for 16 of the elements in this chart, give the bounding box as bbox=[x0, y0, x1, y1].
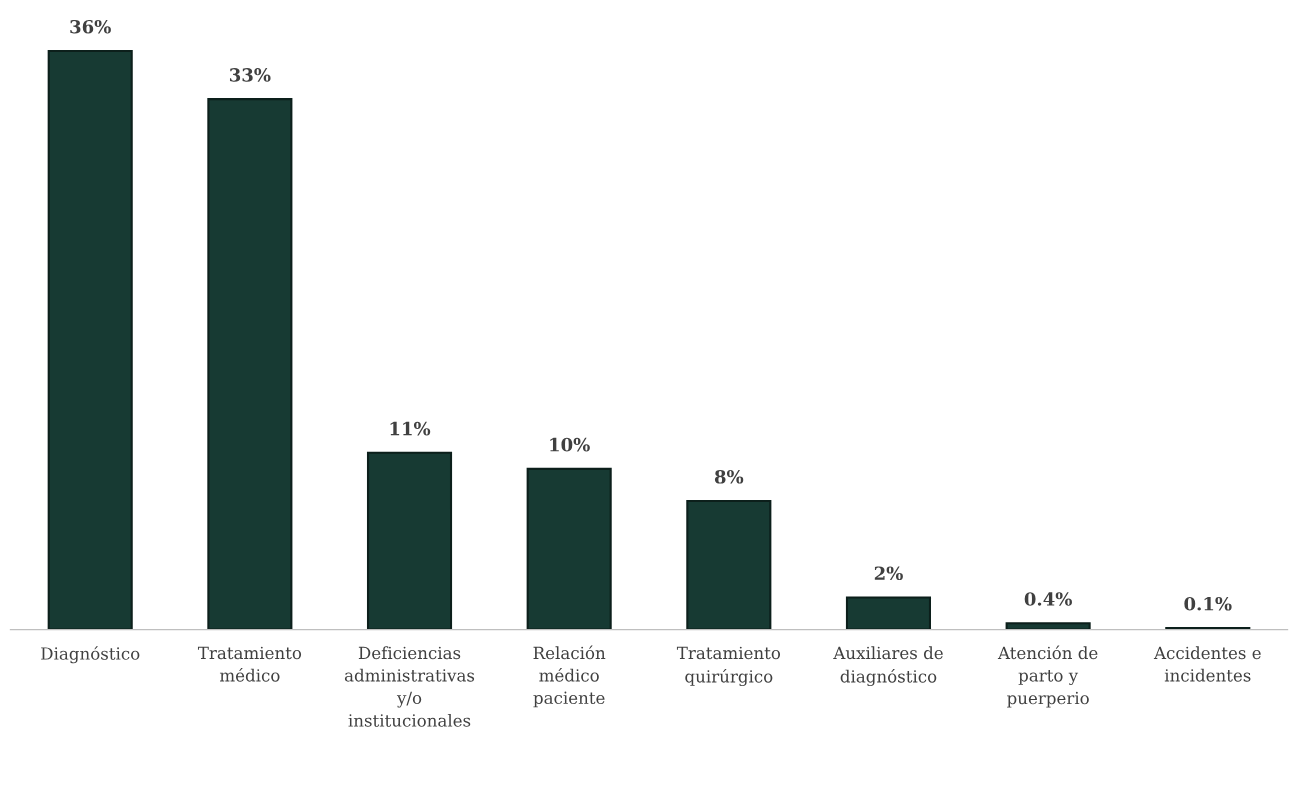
x-tick-label: Tratamiento quirúrgico bbox=[676, 646, 781, 687]
data-label: 10% bbox=[550, 437, 590, 452]
data-label: 36% bbox=[70, 19, 111, 34]
x-tick-label: Relación médico paciente bbox=[533, 645, 606, 708]
data-label: 33% bbox=[229, 68, 271, 82]
x-tick-label: Atención de parto y puerperio bbox=[997, 645, 1098, 708]
data-label: 0.4% bbox=[1024, 592, 1072, 606]
x-tick-label: Accidentes e incidentes bbox=[1153, 646, 1261, 682]
x-tick-label: Diagnóstico bbox=[41, 646, 140, 664]
x-tick-label: Tratamiento médico bbox=[197, 646, 302, 682]
x-tick-label: Auxiliares de diagnóstico bbox=[833, 646, 943, 687]
data-label: 0.1% bbox=[1184, 596, 1232, 611]
data-label: 8% bbox=[714, 469, 744, 484]
data-label: 11% bbox=[390, 421, 431, 436]
data-label: 2% bbox=[874, 566, 903, 581]
x-tick-label: Deficiencias administrativas y/o institucionales bbox=[344, 646, 475, 727]
